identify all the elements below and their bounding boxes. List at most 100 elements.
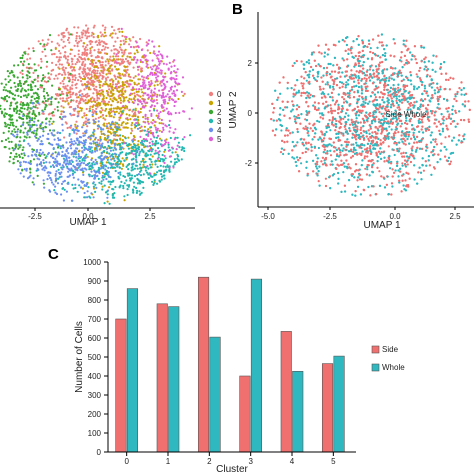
scatter-a-point [44, 156, 47, 159]
scatter-a-point [70, 124, 73, 127]
scatter-a-point [8, 96, 11, 99]
scatter-b-point [339, 151, 342, 154]
scatter-a-point [120, 167, 123, 170]
scatter-a-point [85, 163, 88, 167]
scatter-a-point [150, 160, 153, 163]
scatter-a-point [145, 138, 148, 141]
scatter-a-point [157, 153, 160, 156]
scatter-a-point [67, 156, 71, 159]
scatter-a-point [70, 140, 73, 143]
scatter-a-point [101, 93, 104, 96]
scatter-a-point [131, 147, 134, 150]
scatter-a-point [96, 124, 99, 127]
scatter-a-point [144, 117, 147, 120]
scatter-a-point [118, 126, 121, 129]
scatter-a-point [15, 136, 18, 139]
scatter-a-point [44, 125, 47, 128]
scatter-a-point [126, 122, 129, 125]
scatter-a-point [91, 61, 94, 64]
scatter-a-point [9, 101, 13, 105]
scatter-a-point [153, 52, 156, 55]
scatter-a-point [42, 179, 45, 182]
scatter-a-point [12, 107, 16, 110]
scatter-a-point [163, 161, 166, 165]
scatter-a-point [133, 58, 136, 61]
scatter-a-point [95, 175, 98, 178]
scatter-a-point [102, 95, 105, 98]
scatter-a-point [46, 137, 49, 140]
scatter-b-point [380, 41, 384, 44]
scatter-a-point [153, 173, 156, 176]
scatter-a-point [15, 105, 19, 108]
scatter-a-point [121, 34, 124, 38]
scatter-a-point [150, 126, 153, 129]
scatter-a-point [50, 112, 54, 115]
scatter-a-point [86, 182, 89, 186]
scatter-a-point [128, 184, 131, 187]
scatter-a-point [149, 129, 152, 132]
scatter-a-point [74, 186, 77, 190]
scatter-a-point [48, 34, 52, 37]
scatter-a-point [19, 84, 23, 88]
scatter-a-point [122, 39, 125, 42]
scatter-b-point [433, 167, 436, 170]
scatter-a-point [23, 152, 26, 155]
scatter-a-point [20, 125, 23, 128]
scatter-a-point [94, 61, 97, 64]
scatter-a-point [93, 148, 97, 151]
scatter-a-point [36, 74, 40, 77]
scatter-b-point [362, 119, 366, 122]
scatter-a-point [112, 116, 115, 119]
scatter-a-point [173, 85, 177, 88]
scatter-a-point [125, 85, 128, 88]
scatter-a-point [142, 116, 145, 119]
scatter-a-point [27, 63, 30, 66]
scatter-a-point [21, 123, 24, 126]
scatter-a-point [106, 69, 109, 72]
scatter-a-point [146, 63, 149, 66]
scatter-a-point [62, 46, 65, 49]
scatter-a-point [101, 84, 104, 87]
scatter-a-point [147, 167, 150, 170]
scatter-a-point [153, 120, 156, 123]
scatter-a-point [102, 123, 105, 126]
scatter-b-point [342, 59, 345, 62]
scatter-a-point [121, 146, 124, 149]
scatter-a-point [93, 49, 96, 52]
scatter-a-point [90, 170, 93, 173]
scatter-a-point [102, 146, 105, 149]
scatter-b-point [376, 132, 379, 135]
scatter-a-point [154, 149, 157, 152]
scatter-b-point [300, 162, 303, 165]
scatter-a-point [121, 58, 124, 61]
scatter-a-point [84, 102, 87, 105]
scatter-a-point [138, 126, 141, 130]
scatter-a-point [107, 144, 110, 148]
scatter-a-point [71, 63, 74, 66]
scatter-a-point [23, 154, 26, 157]
scatter-a-point [89, 47, 92, 50]
scatter-a-point [76, 104, 79, 107]
scatter-a-point [29, 162, 32, 166]
scatter-a-point [98, 72, 101, 75]
legend-a-swatch [208, 91, 214, 97]
scatter-a-point [137, 118, 140, 121]
scatter-a-point [108, 202, 111, 205]
scatter-a-point [7, 130, 10, 133]
scatter-a-point [154, 144, 157, 147]
scatter-b-point [383, 86, 386, 89]
scatter-b-point [383, 117, 386, 120]
scatter-a-point [170, 113, 173, 116]
scatter-a-point [56, 109, 60, 112]
scatter-a-point [104, 26, 107, 29]
scatter-a-point [139, 85, 142, 88]
scatter-b-point [353, 107, 356, 110]
scatter-b-point [452, 151, 455, 154]
scatter-a-point [173, 158, 177, 161]
scatter-a-point [123, 195, 126, 198]
scatter-a-point [117, 68, 120, 71]
scatter-a-point [130, 174, 134, 177]
scatter-a-point [157, 115, 160, 118]
legend-a-label: 2 [217, 108, 222, 117]
scatter-a-point [151, 122, 154, 125]
